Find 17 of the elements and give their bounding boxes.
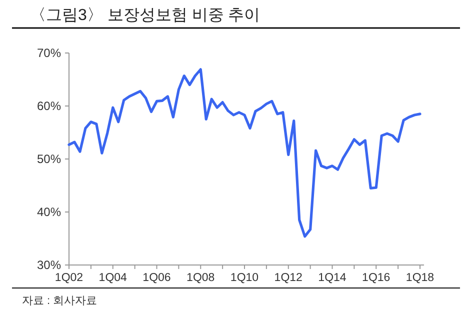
- y-tick-label: 60%: [36, 99, 62, 113]
- x-tick-label: 1Q12: [274, 272, 302, 284]
- x-tick-label: 1Q10: [230, 272, 259, 284]
- y-tick-label: 40%: [36, 205, 62, 219]
- x-tick-label: 1Q08: [186, 272, 215, 284]
- y-tick-label: 70%: [36, 46, 62, 60]
- x-tick-label: 1Q04: [98, 272, 128, 284]
- x-tick-label: 1Q18: [406, 272, 434, 284]
- x-tick-label: 1Q14: [318, 272, 347, 284]
- text: 자료 : 회사자료: [22, 295, 98, 307]
- x-tick-label: 1Q06: [142, 272, 171, 284]
- line-series: [68, 68, 422, 238]
- x-tick-label: 1Q02: [54, 272, 84, 284]
- chart-title: 〈그림3〉 보장성보험 비중 추이: [30, 7, 260, 24]
- y-tick-label: 50%: [36, 152, 62, 166]
- x-tick-label: 1Q16: [362, 272, 390, 284]
- y-tick-label: 30%: [36, 258, 62, 272]
